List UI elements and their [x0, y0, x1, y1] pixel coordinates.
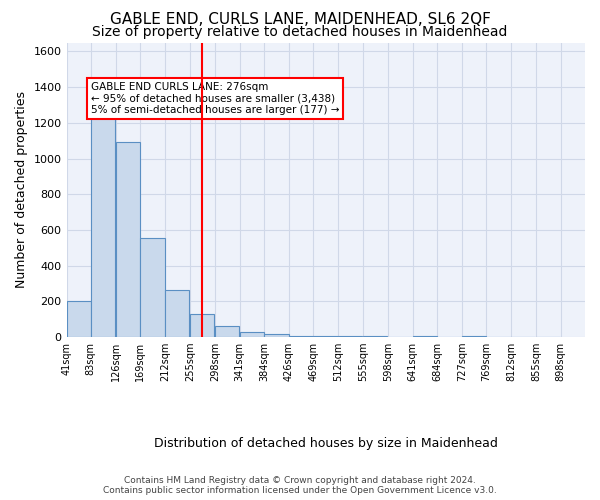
Bar	[215, 326, 239, 337]
Bar	[265, 334, 289, 337]
Bar	[190, 314, 214, 337]
Bar	[338, 336, 362, 337]
Bar	[462, 336, 487, 337]
Bar	[165, 290, 190, 337]
Text: Contains HM Land Registry data © Crown copyright and database right 2024.
Contai: Contains HM Land Registry data © Crown c…	[103, 476, 497, 495]
Bar	[67, 302, 91, 337]
Bar	[313, 336, 338, 337]
Bar	[140, 238, 164, 337]
Bar	[363, 336, 387, 337]
Bar	[289, 336, 313, 337]
Bar	[239, 332, 264, 337]
Bar	[116, 142, 140, 337]
Bar	[91, 110, 115, 337]
Text: GABLE END, CURLS LANE, MAIDENHEAD, SL6 2QF: GABLE END, CURLS LANE, MAIDENHEAD, SL6 2…	[110, 12, 490, 28]
Bar	[413, 336, 437, 337]
Text: GABLE END CURLS LANE: 276sqm
← 95% of detached houses are smaller (3,438)
5% of : GABLE END CURLS LANE: 276sqm ← 95% of de…	[91, 82, 339, 115]
Y-axis label: Number of detached properties: Number of detached properties	[15, 92, 28, 288]
X-axis label: Distribution of detached houses by size in Maidenhead: Distribution of detached houses by size …	[154, 437, 498, 450]
Text: Size of property relative to detached houses in Maidenhead: Size of property relative to detached ho…	[92, 25, 508, 39]
